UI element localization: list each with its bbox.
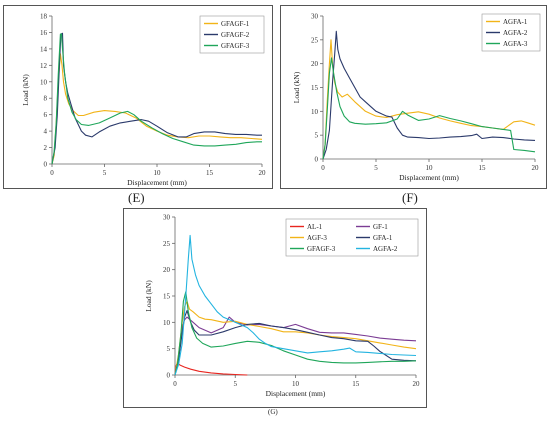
y-tick-label-e-4: 8 — [44, 95, 48, 103]
y-tick-label-e-6: 12 — [40, 62, 48, 70]
series-line-g-3 — [174, 310, 417, 376]
x-tick-label-f-4: 20 — [532, 164, 540, 172]
y-tick-label-g-1: 5 — [167, 345, 171, 353]
y-tick-label-g-5: 25 — [163, 240, 171, 248]
x-axis-label-e: Displacement (mm) — [127, 178, 187, 187]
x-axis-label-g: Displacement (mm) — [266, 389, 326, 398]
chart-panel-f: 0 5 10 15 20 25 30 0 5 10 15 20 Displacement (mm) Loa… — [280, 5, 547, 189]
x-tick-label-g-0: 0 — [173, 380, 177, 388]
series-line-e-2 — [51, 33, 262, 165]
x-tick-label-e-4: 20 — [259, 169, 267, 177]
y-tick-label-e-0: 0 — [44, 161, 48, 169]
y-tick-label-g-3: 15 — [163, 293, 171, 301]
legend-label-g-1: GF-1 — [373, 223, 388, 231]
legend-label-g-5: AGFA-2 — [373, 245, 398, 253]
y-tick-label-g-2: 10 — [163, 319, 171, 327]
series-line-f-0 — [322, 39, 536, 160]
legend-label-f-1: AGFA-2 — [503, 29, 528, 37]
x-tick-label-g-2: 10 — [292, 380, 300, 388]
y-tick-label-e-1: 2 — [44, 144, 48, 152]
series-line-g-1 — [174, 316, 417, 376]
y-tick-label-g-4: 20 — [163, 266, 171, 274]
legend-label-g-3: GFA-1 — [373, 234, 393, 242]
y-tick-label-f-3: 15 — [311, 84, 319, 92]
series-line-e-1 — [51, 32, 262, 165]
x-tick-label-g-1: 5 — [234, 380, 238, 388]
chart-f-svg: 0 5 10 15 20 25 30 0 5 10 15 20 Displacement (mm) Loa… — [292, 13, 541, 182]
y-tick-label-f-5: 25 — [311, 36, 319, 44]
y-tick-label-g-0: 0 — [167, 372, 171, 380]
x-tick-label-e-1: 5 — [103, 169, 107, 177]
y-axis-label-g: Load (kN) — [144, 280, 153, 312]
legend-label-g-0: AL-1 — [307, 223, 323, 231]
legend-label-f-2: AGFA-3 — [503, 40, 528, 48]
y-tick-label-f-4: 20 — [311, 60, 319, 68]
x-tick-label-g-4: 20 — [413, 380, 421, 388]
x-tick-label-f-0: 0 — [321, 164, 325, 172]
y-tick-label-e-8: 16 — [40, 29, 48, 37]
legend-label-f-0: AGFA-1 — [503, 18, 528, 26]
y-tick-label-f-0: 0 — [315, 156, 319, 164]
x-tick-label-e-3: 15 — [206, 169, 214, 177]
x-tick-label-g-3: 15 — [352, 380, 360, 388]
y-tick-label-f-2: 10 — [311, 108, 319, 116]
legend-label-e-0: GFAGF-1 — [221, 20, 250, 28]
panel-label-f: (F) — [402, 190, 418, 205]
legend-label-g-4: GFAGF-3 — [307, 245, 336, 253]
x-tick-label-f-3: 15 — [479, 164, 487, 172]
series-line-g-5 — [174, 234, 417, 376]
y-tick-label-e-9: 18 — [40, 13, 48, 21]
legend-label-g-2: AGF-3 — [307, 234, 327, 242]
legend-box-g — [285, 218, 419, 257]
chart-e-svg: 0 2 4 6 8 10 12 14 16 18 0 5 10 15 20 Displacement (mm)… — [21, 13, 267, 188]
panel-label-g: (G) — [268, 408, 278, 416]
chart-g-svg: 0 5 10 15 20 25 30 0 5 10 15 20 Displacement (mm) Loa… — [144, 214, 421, 399]
x-tick-label-f-2: 10 — [426, 164, 434, 172]
y-tick-label-e-7: 14 — [40, 45, 48, 53]
x-tick-label-e-2: 10 — [154, 169, 162, 177]
series-line-f-2 — [322, 57, 536, 160]
series-line-e-0 — [51, 53, 263, 165]
y-axis-label-e: Load (kN) — [21, 74, 30, 106]
legend-label-e-2: GFAGF-3 — [221, 42, 250, 50]
y-axis-label-f: Load (kN) — [292, 71, 301, 103]
x-axis-label-f: Displacement (mm) — [399, 173, 459, 182]
chart-panel-g: 0 5 10 15 20 25 30 0 5 10 15 20 Displacement (mm) Loa… — [123, 208, 427, 408]
panel-label-e: (E) — [128, 190, 145, 205]
y-tick-label-f-1: 5 — [315, 132, 319, 140]
legend-box-e — [199, 15, 265, 54]
series-line-f-1 — [322, 30, 536, 160]
y-tick-label-e-3: 6 — [44, 111, 48, 119]
chart-panel-e: 0 2 4 6 8 10 12 14 16 18 0 5 10 15 20 Displacement (mm)… — [3, 5, 273, 189]
series-line-g-0 — [174, 362, 248, 376]
x-tick-label-f-1: 5 — [374, 164, 378, 172]
y-tick-label-e-2: 4 — [44, 128, 48, 136]
legend-label-e-1: GFAGF-2 — [221, 31, 250, 39]
x-tick-label-e-0: 0 — [50, 169, 54, 177]
series-line-g-4 — [174, 291, 417, 376]
y-tick-label-f-6: 30 — [311, 13, 319, 21]
y-tick-label-e-5: 10 — [40, 78, 48, 86]
y-tick-label-g-6: 30 — [163, 214, 171, 222]
